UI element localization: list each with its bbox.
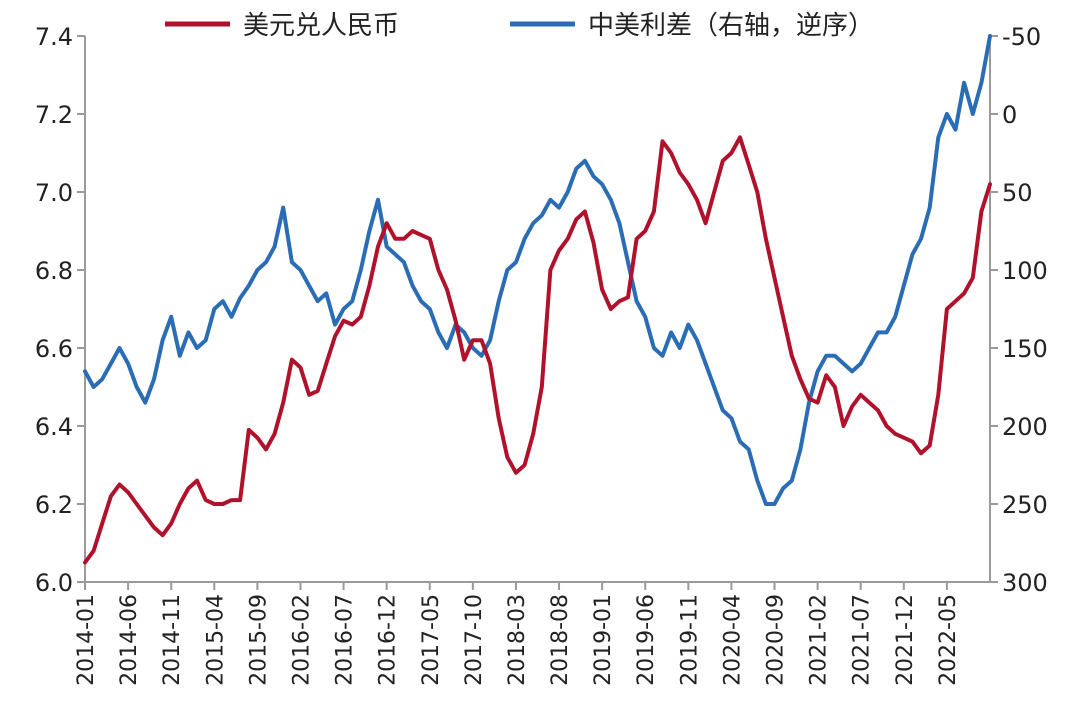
right-tick-label: 250 bbox=[1002, 491, 1048, 519]
series-layer bbox=[83, 34, 992, 565]
right-y-ticks: -50 0 50 100 150 200 250 300 bbox=[990, 23, 1048, 597]
left-tick-label: 6.6 bbox=[35, 335, 73, 363]
left-tick-label: 7.4 bbox=[35, 23, 73, 51]
x-tick-label: 2021-12 bbox=[893, 594, 918, 686]
x-tick-label: 2020-04 bbox=[720, 594, 745, 686]
legend-label-spread: 中美利差（右轴，逆序） bbox=[588, 11, 874, 41]
x-tick-label: 2015-09 bbox=[246, 594, 271, 686]
left-tick-label: 6.0 bbox=[35, 569, 73, 597]
x-tick-label: 2019-01 bbox=[591, 594, 616, 686]
right-tick-label: 150 bbox=[1002, 335, 1048, 363]
left-tick-label: 6.8 bbox=[35, 257, 73, 285]
x-tick-label: 2019-06 bbox=[634, 594, 659, 686]
x-tick-label: 2017-05 bbox=[419, 594, 444, 686]
left-y-ticks: 6.0 6.2 6.4 6.6 6.8 7.0 7.2 7.4 bbox=[35, 23, 85, 597]
left-tick-label: 7.2 bbox=[35, 101, 73, 129]
x-tick-label: 2016-12 bbox=[376, 594, 401, 686]
x-tick-label: 2021-07 bbox=[850, 594, 875, 686]
x-tick-label: 2014-01 bbox=[74, 594, 99, 686]
series-line-usdcny bbox=[83, 135, 992, 565]
x-tick-label: 2015-04 bbox=[203, 594, 228, 686]
left-tick-label: 6.2 bbox=[35, 491, 73, 519]
x-tick-label: 2020-09 bbox=[764, 594, 789, 686]
x-tick-label: 2019-11 bbox=[677, 594, 702, 686]
x-tick-label: 2018-03 bbox=[505, 594, 530, 686]
right-tick-label: 200 bbox=[1002, 413, 1048, 441]
legend: 美元兑人民币 中美利差（右轴，逆序） bbox=[165, 11, 874, 41]
x-axis-ticks: 2014-01 2014-06 2014-11 2015-04 2015-09 2016-… bbox=[74, 582, 961, 686]
x-tick-label: 2014-11 bbox=[160, 594, 185, 686]
x-tick-label: 2016-07 bbox=[333, 594, 358, 686]
x-tick-label: 2018-08 bbox=[548, 594, 573, 686]
left-tick-label: 7.0 bbox=[35, 179, 73, 207]
right-tick-label: 100 bbox=[1002, 257, 1048, 285]
x-tick-label: 2017-10 bbox=[462, 594, 487, 686]
x-tick-label: 2014-06 bbox=[117, 594, 142, 686]
x-tick-label: 2022-05 bbox=[936, 594, 961, 686]
left-tick-label: 6.4 bbox=[35, 413, 73, 441]
right-tick-label: 50 bbox=[1002, 179, 1033, 207]
series-line-spread bbox=[83, 34, 992, 506]
right-tick-label: 300 bbox=[1002, 569, 1048, 597]
legend-label-usdcny: 美元兑人民币 bbox=[243, 11, 399, 41]
right-tick-label: 0 bbox=[1002, 101, 1017, 129]
x-tick-label: 2016-02 bbox=[289, 594, 314, 686]
x-tick-label: 2021-02 bbox=[807, 594, 832, 686]
right-tick-label: -50 bbox=[1002, 23, 1041, 51]
